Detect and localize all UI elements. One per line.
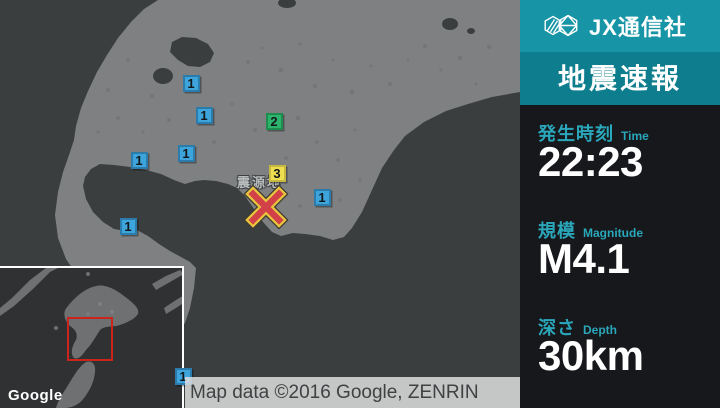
alert-title: 地震速報 xyxy=(557,63,682,94)
jx-logo-icon xyxy=(544,14,578,37)
inset-viewport-rectangle xyxy=(67,317,113,361)
alert-sidebar: JX通信社 地震速報 発生時刻 Time 22:23 規模 Magnitude … xyxy=(520,0,720,408)
stat-magnitude: 規模 Magnitude M4.1 xyxy=(538,217,720,281)
google-logo: Google xyxy=(8,387,63,404)
brand-header: JX通信社 xyxy=(520,0,720,52)
inset-map-graphic xyxy=(0,268,182,408)
magnitude-label-en: Magnitude xyxy=(583,226,643,240)
magnitude-value: M4.1 xyxy=(538,235,630,282)
time-label-en: Time xyxy=(621,129,649,143)
quake-stats: 発生時刻 Time 22:23 規模 Magnitude M4.1 深さ Dep… xyxy=(520,105,720,378)
brand-name: JX通信社 xyxy=(589,15,687,40)
stat-time: 発生時刻 Time 22:23 xyxy=(538,120,720,184)
alert-title-band: 地震速報 xyxy=(520,52,720,105)
time-label: 発生時刻 xyxy=(538,124,614,144)
time-value: 22:23 xyxy=(538,138,643,185)
map-attribution: Map data ©2016 Google, ZENRIN xyxy=(185,377,520,408)
inset-overview-map: Google xyxy=(0,266,184,408)
map-canvas[interactable]: 震源地 Goog xyxy=(0,0,520,408)
epicenter-x-marker xyxy=(243,184,289,230)
depth-label: 深さ xyxy=(538,318,576,338)
stat-depth: 深さ Depth 30km xyxy=(538,314,720,378)
magnitude-label: 規模 xyxy=(538,221,576,241)
depth-value: 30km xyxy=(538,332,644,379)
depth-label-en: Depth xyxy=(583,323,617,337)
